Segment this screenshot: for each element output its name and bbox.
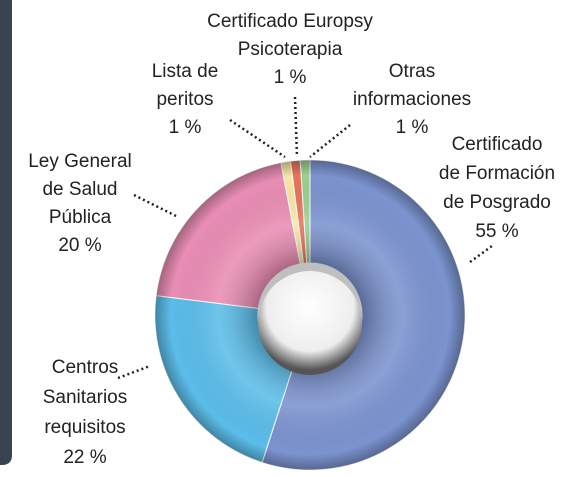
category-label: Lista de peritos: [152, 61, 219, 110]
donut-hole: [258, 271, 362, 375]
value-label: 55 %: [475, 221, 518, 242]
category-label: Certificado Europsy Psicoterapia: [207, 11, 373, 60]
leader-line: [469, 244, 493, 264]
value-label: 22 %: [63, 447, 106, 468]
background-photo-edge: [0, 0, 12, 465]
leader-line: [309, 124, 351, 158]
category-label: Otras informaciones: [353, 61, 471, 110]
category-label: Ley General de Salud Pública: [28, 151, 132, 228]
value-label: 1 %: [274, 67, 307, 88]
leader-line: [117, 364, 151, 380]
leader-line: [133, 193, 177, 218]
category-label: Certificado de Formación de Posgrado: [439, 134, 555, 213]
leader-line: [229, 118, 286, 159]
value-label: 1 %: [169, 117, 202, 138]
value-label: 20 %: [58, 235, 101, 256]
leader-line: [293, 96, 299, 158]
value-label: 1 %: [396, 117, 429, 138]
category-label: Centros Sanitarios requisitos: [43, 357, 128, 438]
